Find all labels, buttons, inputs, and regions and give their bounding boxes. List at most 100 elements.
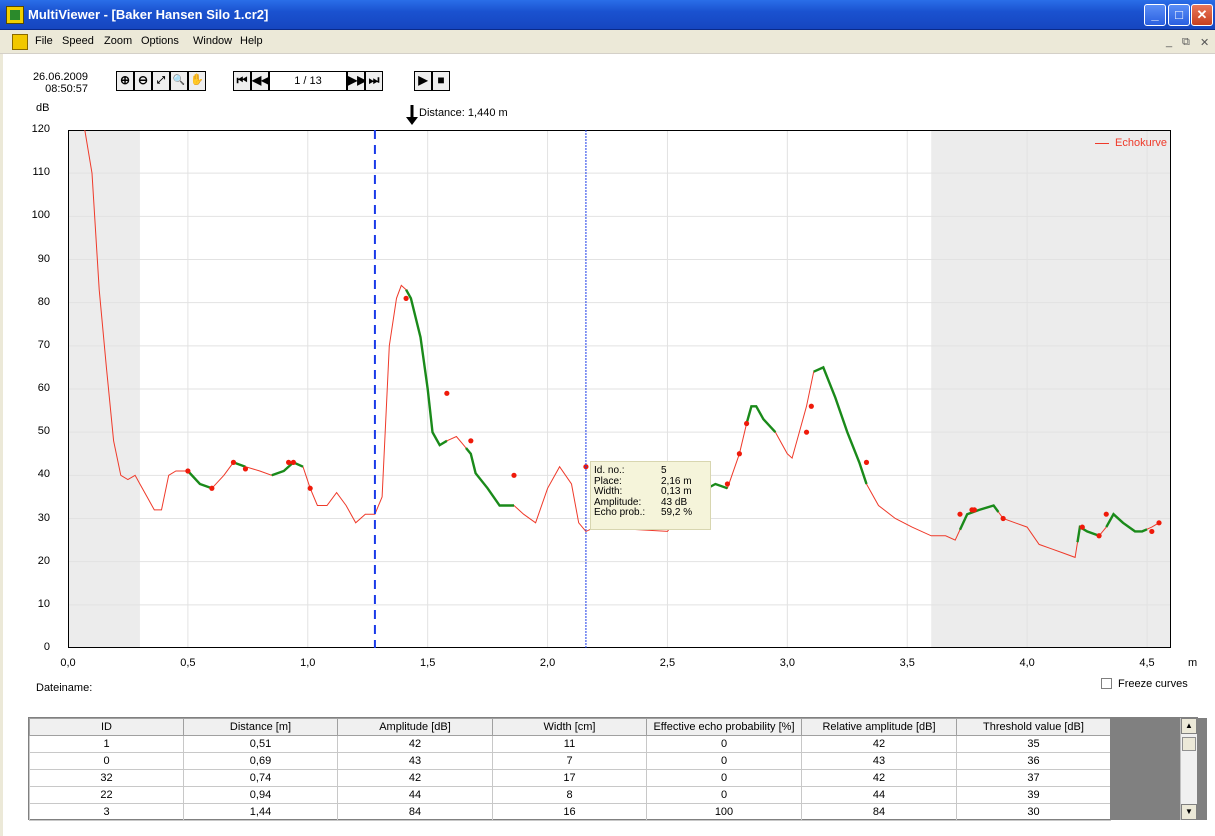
scroll-up-icon[interactable]: ▲ bbox=[1181, 718, 1197, 734]
tooltip-row: Place: 2,16 m bbox=[594, 475, 707, 488]
zoom-toolbar: ⊕ ⊖ ⤢ 🔍 ✋ bbox=[116, 71, 206, 91]
x-tick-label: 4,5 bbox=[1139, 657, 1155, 669]
echo-point bbox=[242, 466, 249, 472]
echo-point bbox=[444, 390, 450, 396]
echo-point bbox=[230, 459, 237, 465]
y-tick-label: 0 bbox=[43, 641, 50, 653]
menu-window[interactable]: Window bbox=[193, 35, 233, 47]
tooltip-row: Amplitude: 43 dB bbox=[594, 497, 707, 509]
minimize-button[interactable]: _ bbox=[1144, 4, 1166, 26]
checkbox-box[interactable] bbox=[1101, 678, 1112, 689]
distance-marker-label: Distance: 1,440 m bbox=[419, 107, 508, 119]
column-header[interactable]: Effective echo probability [%] bbox=[646, 718, 802, 736]
echo-point bbox=[403, 295, 409, 301]
menu-speed[interactable]: Speed bbox=[62, 35, 94, 47]
menu-options[interactable]: Options bbox=[141, 35, 179, 47]
vertical-scrollbar[interactable]: ▲ ▼ bbox=[1180, 718, 1197, 820]
table-cell: 44 bbox=[337, 786, 493, 804]
document-icon[interactable] bbox=[12, 34, 28, 50]
scroll-down-icon[interactable]: ▼ bbox=[1181, 804, 1197, 820]
tooltip-row: Echo prob.: 59,2 % bbox=[594, 507, 707, 519]
table-cell: 42 bbox=[337, 735, 493, 753]
first-record-icon[interactable]: ⏮ bbox=[233, 71, 251, 91]
table-cell: 0,51 bbox=[183, 735, 338, 753]
next-record-icon[interactable]: ▶▶ bbox=[347, 71, 366, 91]
echo-point bbox=[803, 429, 810, 435]
table-cell: 84 bbox=[337, 803, 493, 821]
table-row[interactable]: 32 0,74 42 17 0 42 37 bbox=[29, 769, 1111, 787]
echo-curve-plot[interactable] bbox=[68, 130, 1171, 648]
table-row[interactable]: 1 0,51 42 11 0 42 35 bbox=[29, 735, 1111, 753]
table-cell: 1 bbox=[29, 735, 184, 753]
zoom-out-icon[interactable]: ⊖ bbox=[134, 71, 152, 91]
table-cell: 0 bbox=[646, 735, 802, 753]
mdi-close-icon[interactable]: ✕ bbox=[1200, 37, 1210, 49]
x-tick-label: 4,0 bbox=[1019, 657, 1035, 669]
echo-peak-segment bbox=[813, 365, 868, 485]
table-row[interactable]: 22 0,94 44 8 0 44 39 bbox=[29, 786, 1111, 804]
echo-point bbox=[808, 403, 814, 409]
legend-label: Echokurve bbox=[1115, 137, 1167, 149]
table-cell: 0,74 bbox=[183, 769, 338, 787]
menu-zoom[interactable]: Zoom bbox=[104, 35, 133, 47]
table-cell: 16 bbox=[492, 803, 647, 821]
echo-point bbox=[971, 507, 977, 513]
table-cell: 32 bbox=[29, 769, 184, 787]
echo-peak-segment bbox=[465, 447, 514, 507]
echo-point bbox=[290, 459, 296, 465]
echo-point bbox=[1096, 533, 1102, 539]
menu-file[interactable]: File bbox=[35, 35, 53, 47]
echo-point bbox=[1079, 524, 1085, 530]
window-title: MultiViewer - [Baker Hansen Silo 1.cr2] bbox=[28, 7, 269, 22]
stop-icon[interactable]: ■ bbox=[432, 71, 450, 91]
table-row[interactable]: 0 0,69 43 7 0 43 36 bbox=[29, 752, 1111, 770]
y-tick-label: 110 bbox=[32, 166, 50, 179]
freeze-curves-checkbox[interactable]: Freeze curves bbox=[1101, 678, 1188, 690]
play-icon[interactable]: ▶ bbox=[414, 71, 432, 91]
mdi-minimize-icon[interactable]: _ bbox=[1166, 36, 1173, 48]
echo-point bbox=[1000, 515, 1006, 522]
column-header[interactable]: ID bbox=[29, 718, 184, 736]
echo-point bbox=[724, 481, 731, 487]
menu-help[interactable]: Help bbox=[240, 35, 263, 47]
echo-point bbox=[1103, 511, 1109, 517]
echo-point bbox=[743, 420, 750, 427]
maximize-button[interactable]: □ bbox=[1168, 4, 1190, 26]
x-tick-label: 0,5 bbox=[180, 657, 196, 669]
table-cell: 17 bbox=[492, 769, 647, 787]
x-tick-label: 1,5 bbox=[420, 657, 436, 669]
table-cell: 0 bbox=[646, 786, 802, 804]
table-cell: 39 bbox=[956, 786, 1111, 804]
y-tick-label: 100 bbox=[31, 209, 50, 222]
timestamp-date: 26.06.2009 bbox=[32, 71, 88, 83]
table-row[interactable]: 3 1,44 84 16 100 84 30 bbox=[29, 803, 1111, 821]
zoom-fit-icon[interactable]: ⤢ bbox=[152, 71, 170, 91]
zoom-in-icon[interactable]: ⊕ bbox=[116, 71, 134, 91]
prev-record-icon[interactable]: ◀◀ bbox=[251, 71, 270, 91]
pan-hand-icon[interactable]: ✋ bbox=[188, 71, 206, 91]
tooltip-key: Place: bbox=[594, 475, 622, 487]
scroll-thumb[interactable] bbox=[1182, 737, 1196, 751]
title-bar: MultiViewer - [Baker Hansen Silo 1.cr2] … bbox=[0, 0, 1215, 30]
y-tick-label: 20 bbox=[37, 554, 50, 567]
zoom-window-icon[interactable]: 🔍 bbox=[170, 71, 188, 91]
column-header[interactable]: Relative amplitude [dB] bbox=[801, 718, 957, 736]
table-cell: 0 bbox=[646, 752, 802, 770]
mdi-restore-icon[interactable]: ⧉ bbox=[1182, 36, 1190, 48]
table-cell: 7 bbox=[492, 752, 647, 770]
legend-swatch bbox=[1095, 142, 1109, 144]
column-header[interactable]: Distance [m] bbox=[183, 718, 338, 736]
table-cell: 36 bbox=[956, 752, 1111, 770]
legend: Echokurve bbox=[1095, 137, 1167, 149]
echo-peak-segment bbox=[1105, 512, 1148, 533]
x-tick-label: 2,0 bbox=[539, 657, 556, 669]
column-header[interactable]: Width [cm] bbox=[492, 718, 647, 736]
column-header[interactable]: Amplitude [dB] bbox=[337, 718, 493, 736]
last-record-icon[interactable]: ⏭ bbox=[365, 71, 383, 91]
close-button[interactable]: ✕ bbox=[1191, 4, 1213, 26]
record-counter: 1 / 13 bbox=[269, 71, 347, 91]
menu-bar: File Speed Zoom Options Window Help _ ⧉ … bbox=[0, 30, 1215, 54]
tooltip-value: 59,2 % bbox=[661, 507, 693, 518]
y-tick-label: 120 bbox=[31, 123, 50, 135]
column-header[interactable]: Threshold value [dB] bbox=[956, 718, 1111, 736]
